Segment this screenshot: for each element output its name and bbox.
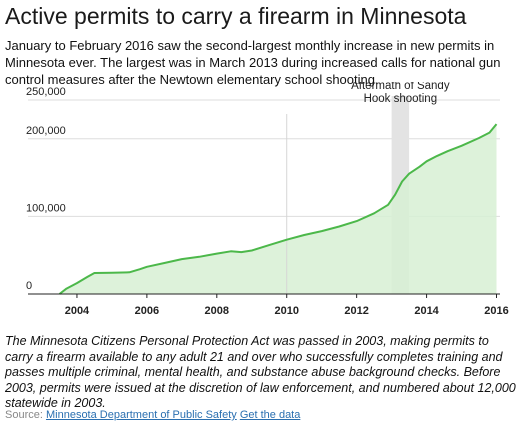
- y-tick-label: 0: [26, 280, 32, 292]
- x-tick-label: 2004: [65, 305, 90, 316]
- highlight-label-line: Hook shooting: [364, 93, 438, 105]
- intro-text: January to February 2016 saw the second-…: [5, 38, 501, 87]
- x-tick-label: 2016: [484, 305, 508, 316]
- x-axis-ticks: 2004 2006 2008 2010 2012 2014 2016: [65, 294, 509, 316]
- y-tick-label: 250,000: [26, 86, 66, 98]
- highlight-label-line: Aftermath of Sandy: [351, 82, 450, 92]
- source-line: Source: Minnesota Department of Public S…: [5, 409, 300, 421]
- permits-area: [59, 124, 497, 294]
- x-tick-label: 2008: [205, 305, 229, 316]
- x-tick-label: 2010: [274, 305, 298, 316]
- permits-line: [58, 123, 498, 295]
- x-tick-label: 2012: [344, 305, 368, 316]
- y-tick-label: 100,000: [26, 202, 66, 214]
- law-note: The Minnesota Citizens Personal Protecti…: [5, 334, 516, 410]
- get-data-link[interactable]: Get the data: [239, 409, 301, 421]
- y-axis-ticks: 0 100,000 200,000 250,000: [26, 86, 66, 292]
- source-label: Source:: [5, 409, 43, 421]
- y-tick-label: 200,000: [26, 125, 66, 137]
- page-title: Active permits to carry a firearm in Min…: [5, 3, 467, 29]
- source-link[interactable]: Minnesota Department of Public Safety: [45, 409, 237, 421]
- x-tick-label: 2014: [414, 305, 439, 316]
- x-tick-label: 2006: [135, 305, 159, 316]
